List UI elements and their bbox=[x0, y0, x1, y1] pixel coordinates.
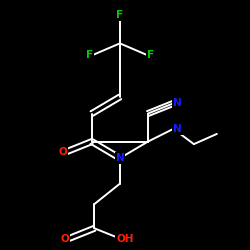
Text: F: F bbox=[147, 50, 154, 60]
Text: N: N bbox=[173, 98, 182, 108]
Text: F: F bbox=[86, 50, 93, 60]
Text: F: F bbox=[116, 10, 124, 20]
Text: O: O bbox=[61, 234, 70, 243]
Text: OH: OH bbox=[116, 234, 134, 243]
Text: N: N bbox=[173, 124, 182, 134]
Text: N: N bbox=[116, 153, 124, 163]
Text: O: O bbox=[58, 147, 67, 157]
